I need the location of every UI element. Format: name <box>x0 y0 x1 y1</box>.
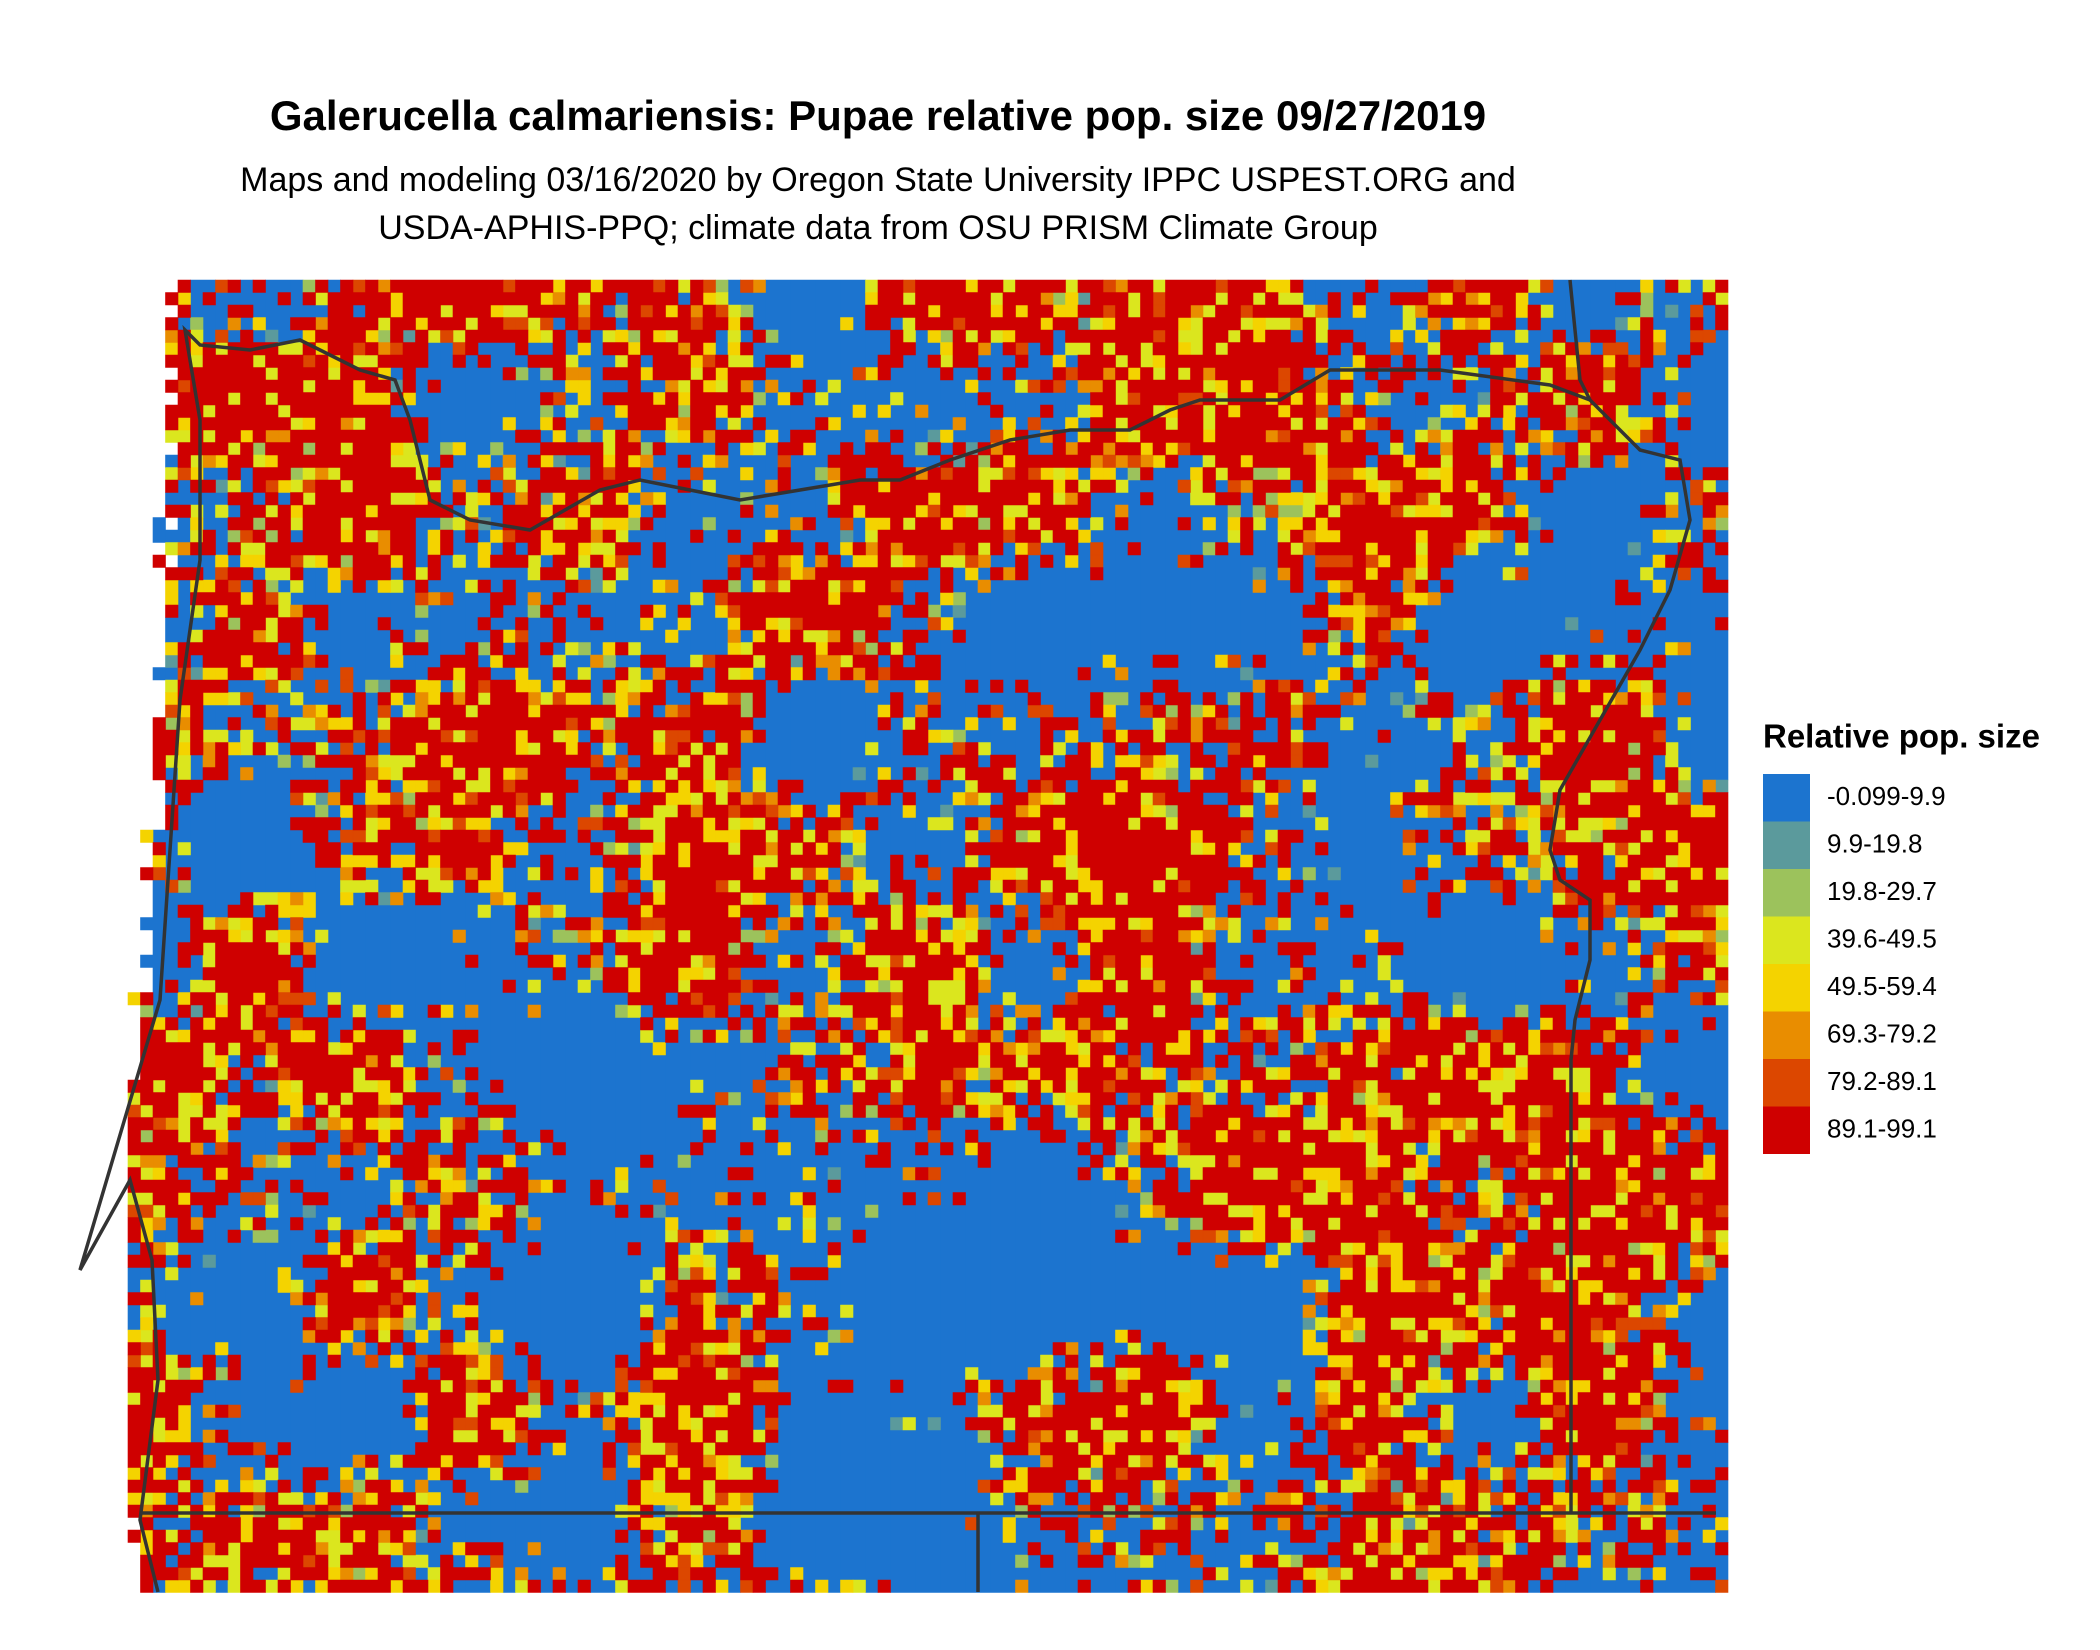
legend-label: 39.6-49.5 <box>1827 923 1937 953</box>
legend-title: Relative pop. size <box>1763 718 2040 755</box>
legend-swatch <box>1763 916 1810 964</box>
state-border <box>78 324 1692 1593</box>
legend-swatch <box>1763 964 1810 1012</box>
legend-swatch <box>1763 821 1810 869</box>
subtitle: Maps and modeling 03/16/2020 by Oregon S… <box>240 161 1516 199</box>
legend-label: 69.3-79.2 <box>1827 1018 1937 1048</box>
legend-label: 49.5-59.4 <box>1827 971 1937 1001</box>
boundaries <box>78 279 1716 1593</box>
state-border <box>1568 279 1592 401</box>
legend-label: 9.9-19.8 <box>1827 828 1922 858</box>
legend-label: 89.1-99.1 <box>1827 1113 1937 1143</box>
legend-swatch <box>1763 1011 1810 1059</box>
legend-label: 79.2-89.1 <box>1827 1066 1937 1096</box>
raster-cells <box>127 279 1729 1593</box>
raster <box>127 279 1729 1593</box>
subtitle: USDA-APHIS-PPQ; climate data from OSU PR… <box>378 209 1377 247</box>
legend-swatch <box>1763 869 1810 917</box>
legend-swatch <box>1763 1059 1810 1107</box>
legend-label: 19.8-29.7 <box>1827 876 1937 906</box>
legend-swatch <box>1763 1106 1810 1154</box>
legend: -0.099-9.9 9.9-19.8 19.8-29.7 39.6-49.5 49.5… <box>1763 774 1946 1154</box>
legend-label: -0.099-9.9 <box>1827 781 1946 811</box>
legend-swatch <box>1763 774 1810 822</box>
title: Galerucella calmariensis: Pupae relative… <box>270 92 1486 139</box>
